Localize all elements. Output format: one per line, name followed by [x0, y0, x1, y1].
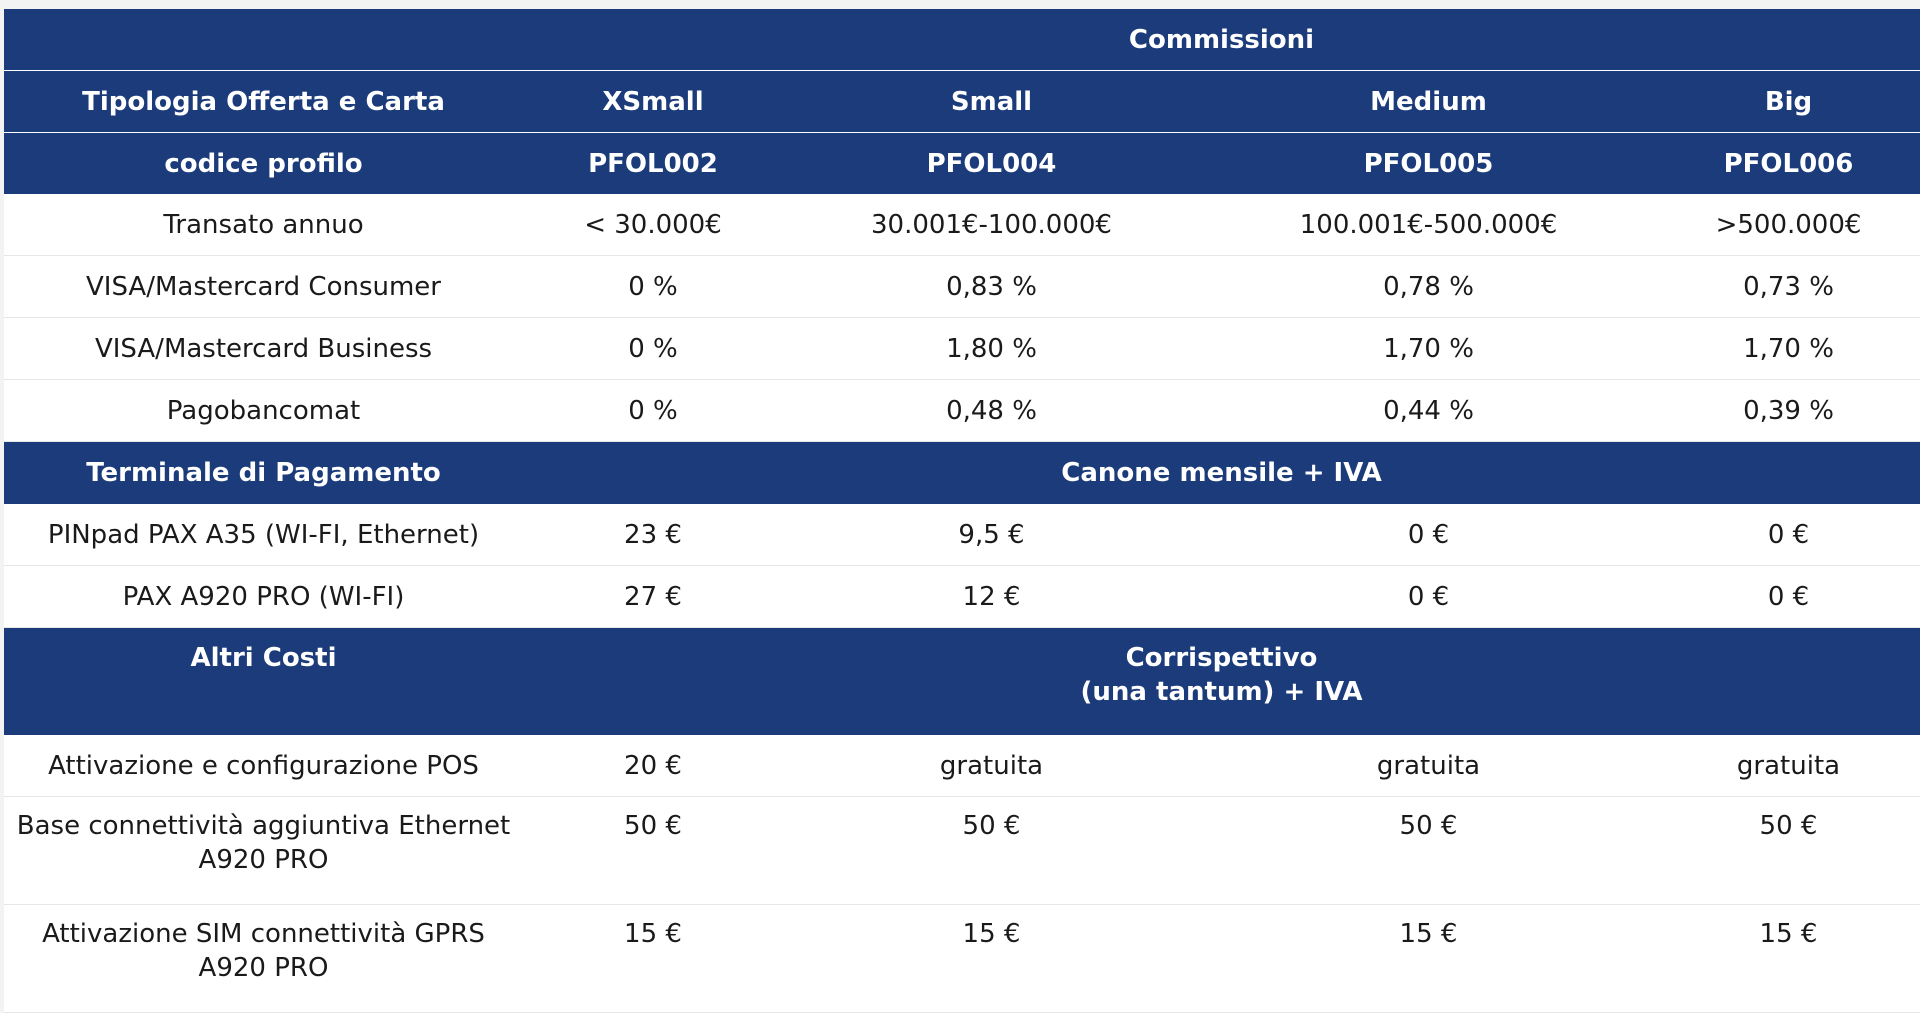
- cell-value: 0 €: [1657, 565, 1920, 628]
- cell-value: 50 €: [783, 796, 1200, 905]
- table-row: PAX A920 PRO (WI-FI) 27 € 12 € 0 € 0 €: [4, 565, 1920, 628]
- cell-value: 30.001€-100.000€: [783, 194, 1200, 256]
- table-row: Transato annuo < 30.000€ 30.001€-100.000…: [4, 194, 1920, 256]
- row-label: VISA/Mastercard Consumer: [4, 255, 523, 318]
- cell-value: 15 €: [523, 904, 783, 1013]
- cell-value: 0,39 %: [1657, 379, 1920, 442]
- cell-value: 0 %: [523, 379, 783, 442]
- row-label: Attivazione e configurazione POS: [4, 735, 523, 797]
- cell-value: 0 €: [1200, 565, 1657, 628]
- pricing-table-container: Commissioni Tipologia Offerta e Carta XS…: [4, 9, 1920, 1013]
- cell-value: 27 €: [523, 565, 783, 628]
- size-medium: Medium: [1200, 70, 1657, 133]
- cell-value: 23 €: [523, 504, 783, 566]
- row-label: PINpad PAX A35 (WI-FI, Ethernet): [4, 504, 523, 566]
- cell-value: 0 %: [523, 317, 783, 380]
- cell-value: gratuita: [1200, 735, 1657, 797]
- table-row: Attivazione SIM connettività GPRS A920 P…: [4, 904, 1920, 1013]
- row-label-line1: Attivazione e configurazione POS: [48, 750, 479, 781]
- cell-value: 15 €: [1657, 904, 1920, 1013]
- header-empty-cell: [4, 9, 523, 71]
- row-label: Attivazione SIM connettività GPRS A920 P…: [4, 904, 523, 1013]
- row-label: Pagobancomat: [4, 379, 523, 442]
- row-label-line1: Base connettività aggiuntiva Ethernet: [16, 811, 511, 841]
- table-row: Base connettività aggiuntiva Ethernet A9…: [4, 796, 1920, 905]
- row-label: PAX A920 PRO (WI-FI): [4, 565, 523, 628]
- cell-value: 50 €: [523, 796, 783, 905]
- code-medium: PFOL005: [1200, 132, 1657, 194]
- code-xsmall: PFOL002: [523, 132, 783, 194]
- terminale-header-row: Terminale di Pagamento Canone mensile + …: [4, 441, 1920, 504]
- cell-value: 0 €: [1200, 504, 1657, 566]
- row-label-line2: A920 PRO: [198, 953, 329, 983]
- table-row: Attivazione e configurazione POS 20 € gr…: [4, 735, 1920, 797]
- cell-value: < 30.000€: [523, 194, 783, 256]
- code-big: PFOL006: [1657, 132, 1920, 194]
- altri-costi-subtitle: Corrispettivo (una tantum) + IVA: [523, 627, 1920, 735]
- cell-value: 0,73 %: [1657, 255, 1920, 318]
- codice-profilo-row: codice profilo PFOL002 PFOL004 PFOL005 P…: [4, 132, 1920, 194]
- cell-value: 20 €: [523, 735, 783, 797]
- row-label: Base connettività aggiuntiva Ethernet A9…: [4, 796, 523, 905]
- tipologia-header: Tipologia Offerta e Carta: [4, 70, 523, 133]
- cell-value: >500.000€: [1657, 194, 1920, 256]
- cell-value: 15 €: [783, 904, 1200, 1013]
- cell-value: 9,5 €: [783, 504, 1200, 566]
- table-row: PINpad PAX A35 (WI-FI, Ethernet) 23 € 9,…: [4, 504, 1920, 566]
- cell-value: 1,70 %: [1657, 317, 1920, 380]
- cell-value: 0,48 %: [783, 379, 1200, 442]
- cell-value: 100.001€-500.000€: [1200, 194, 1657, 256]
- terminale-subtitle: Canone mensile + IVA: [523, 441, 1920, 504]
- size-xsmall: XSmall: [523, 70, 783, 133]
- cell-value: 50 €: [1200, 796, 1657, 905]
- table-row: VISA/Mastercard Business 0 % 1,80 % 1,70…: [4, 317, 1920, 380]
- code-small: PFOL004: [783, 132, 1200, 194]
- size-header-row: Tipologia Offerta e Carta XSmall Small M…: [4, 70, 1920, 133]
- cell-value: 15 €: [1200, 904, 1657, 1013]
- row-label: Transato annuo: [4, 194, 523, 256]
- cell-value: 12 €: [783, 565, 1200, 628]
- row-label: VISA/Mastercard Business: [4, 317, 523, 380]
- row-label-line2: A920 PRO: [198, 845, 329, 875]
- altri-costi-header-row: Altri Costi Corrispettivo (una tantum) +…: [4, 627, 1920, 735]
- cell-value: 50 €: [1657, 796, 1920, 905]
- row-label-line1: Attivazione SIM connettività GPRS: [42, 919, 485, 949]
- cell-value: 0 €: [1657, 504, 1920, 566]
- altri-costi-subtitle-line1: Corrispettivo: [1125, 643, 1318, 673]
- cell-value: 0,78 %: [1200, 255, 1657, 318]
- cell-value: 1,70 %: [1200, 317, 1657, 380]
- table-row: VISA/Mastercard Consumer 0 % 0,83 % 0,78…: [4, 255, 1920, 318]
- commissioni-title: Commissioni: [523, 9, 1920, 71]
- cell-value: 1,80 %: [783, 317, 1200, 380]
- altri-costi-title: Altri Costi: [4, 627, 523, 735]
- codice-profilo-label: codice profilo: [4, 132, 523, 194]
- table-row: Pagobancomat 0 % 0,48 % 0,44 % 0,39 %: [4, 379, 1920, 442]
- commissioni-header-row: Commissioni: [4, 9, 1920, 71]
- cell-value: gratuita: [783, 735, 1200, 797]
- cell-value: 0,83 %: [783, 255, 1200, 318]
- altri-costi-subtitle-line2: (una tantum) + IVA: [1080, 677, 1363, 707]
- size-small: Small: [783, 70, 1200, 133]
- pricing-table: Commissioni Tipologia Offerta e Carta XS…: [4, 9, 1920, 1013]
- cell-value: gratuita: [1657, 735, 1920, 797]
- size-big: Big: [1657, 70, 1920, 133]
- terminale-title: Terminale di Pagamento: [4, 441, 523, 504]
- cell-value: 0 %: [523, 255, 783, 318]
- cell-value: 0,44 %: [1200, 379, 1657, 442]
